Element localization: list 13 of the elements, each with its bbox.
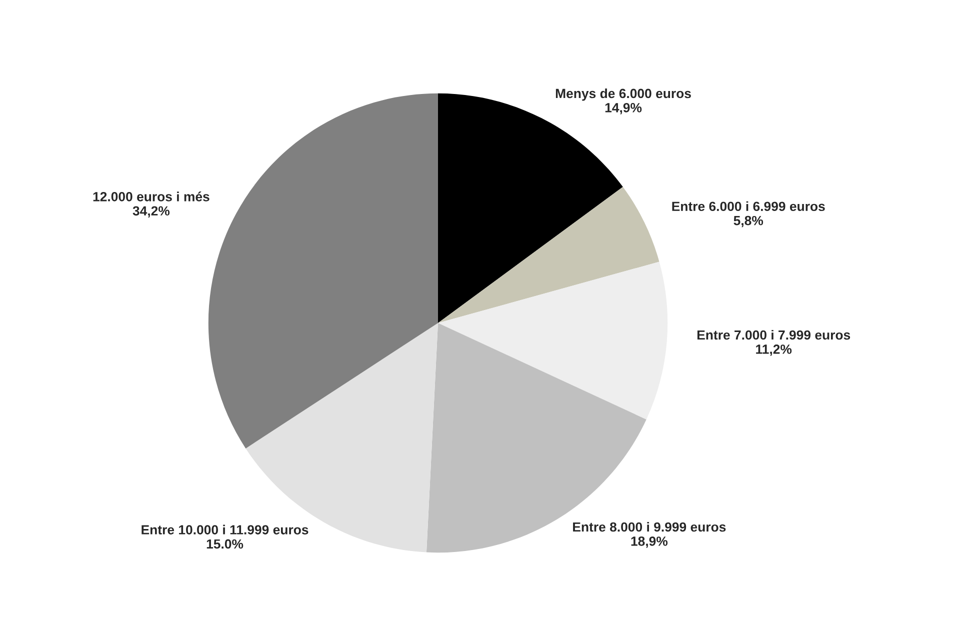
slice-label: 12.000 euros i més <box>93 192 210 202</box>
slice-label: Menys de 6.000 euros <box>556 88 691 101</box>
data-label: 14,9% <box>605 103 642 114</box>
data-label: 15.0% <box>206 539 244 549</box>
slice-label: Entre 8.000 i 9.999 euros <box>573 522 726 532</box>
data-label: 5,8% <box>734 216 764 228</box>
slice-label: Entre 6.000 i 6.999 euros <box>672 201 825 212</box>
slice-label: Entre 10.000 i 11.999 euros <box>142 524 308 534</box>
pie-slice <box>208 93 438 448</box>
data-label: 34,2% <box>132 206 170 218</box>
data-label: 11,2% <box>756 344 792 356</box>
data-label: 18,9% <box>631 536 668 548</box>
slice-label: Entre 7.000 i 7.999 euros <box>697 330 850 340</box>
